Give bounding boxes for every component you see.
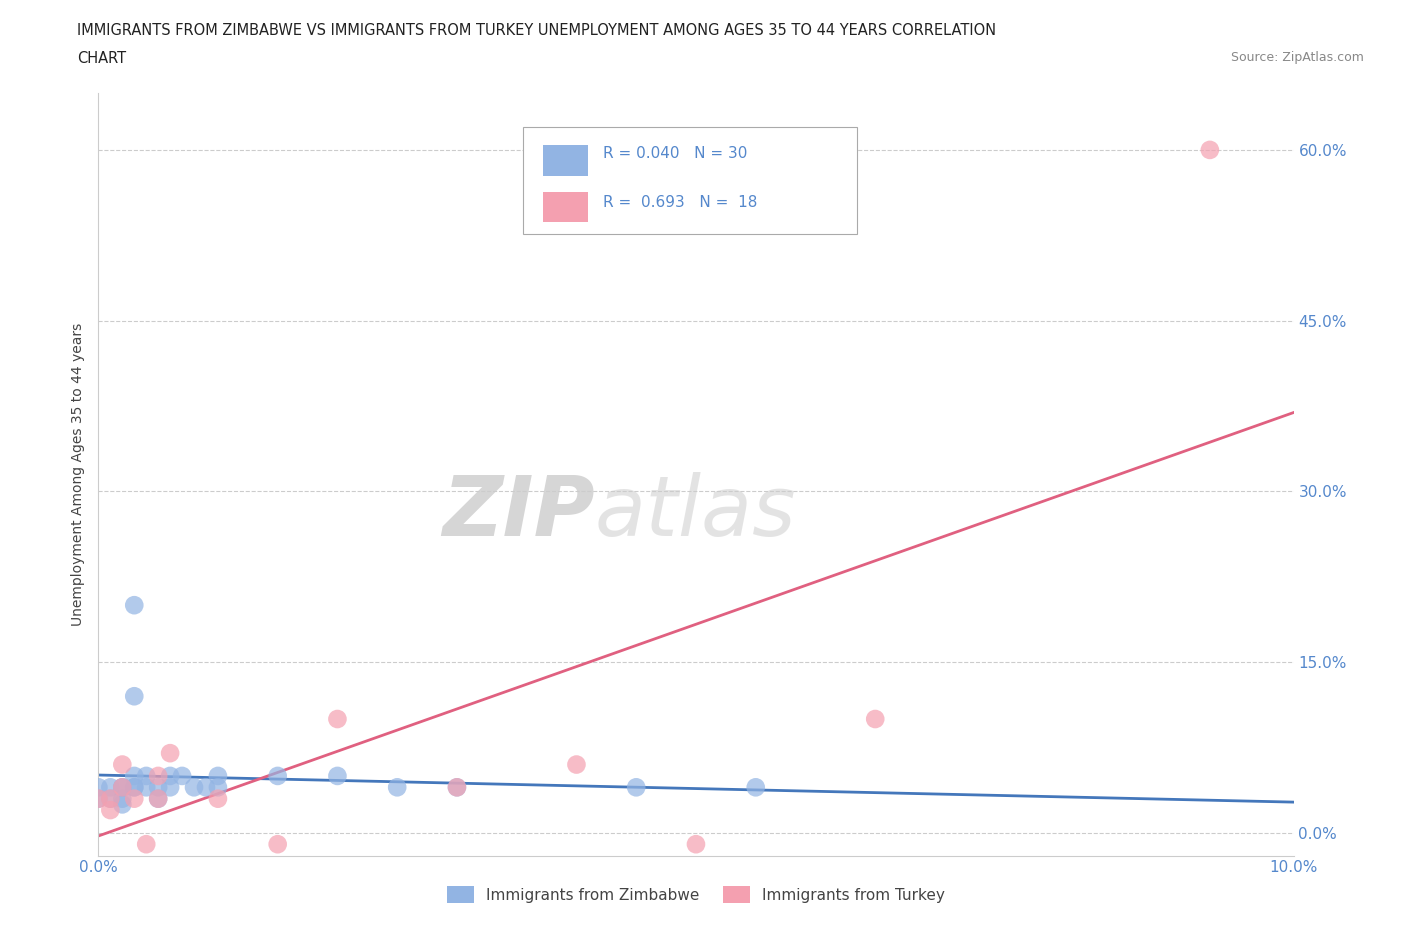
Point	[148, 791, 170, 806]
Point	[385, 780, 409, 795]
Point	[326, 768, 349, 783]
Text: IMMIGRANTS FROM ZIMBABWE VS IMMIGRANTS FROM TURKEY UNEMPLOYMENT AMONG AGES 35 TO: IMMIGRANTS FROM ZIMBABWE VS IMMIGRANTS F…	[77, 23, 997, 38]
Point	[111, 757, 134, 772]
Point	[87, 791, 110, 806]
Point	[745, 780, 768, 795]
FancyBboxPatch shape	[523, 127, 858, 234]
Point	[446, 780, 468, 795]
Point	[159, 746, 181, 761]
Point	[124, 780, 146, 795]
Point	[148, 791, 170, 806]
Text: Source: ZipAtlas.com: Source: ZipAtlas.com	[1230, 51, 1364, 64]
Point	[446, 780, 468, 795]
Point	[124, 768, 146, 783]
Point	[124, 791, 146, 806]
Point	[124, 689, 146, 704]
Text: R = 0.040   N = 30: R = 0.040 N = 30	[603, 146, 747, 162]
Point	[111, 780, 134, 795]
Point	[1199, 142, 1222, 157]
Point	[183, 780, 205, 795]
FancyBboxPatch shape	[543, 192, 589, 222]
Point	[148, 768, 170, 783]
Point	[98, 803, 122, 817]
Point	[98, 791, 122, 806]
Point	[207, 791, 229, 806]
Point	[326, 711, 349, 726]
Point	[111, 780, 134, 795]
Point	[111, 797, 134, 812]
Point	[267, 837, 290, 852]
Legend: Immigrants from Zimbabwe, Immigrants from Turkey: Immigrants from Zimbabwe, Immigrants fro…	[440, 880, 952, 909]
Point	[159, 768, 181, 783]
Point	[172, 768, 194, 783]
Point	[626, 780, 648, 795]
Y-axis label: Unemployment Among Ages 35 to 44 years: Unemployment Among Ages 35 to 44 years	[72, 323, 86, 626]
FancyBboxPatch shape	[543, 145, 589, 176]
Point	[124, 598, 146, 613]
Text: ZIP: ZIP	[441, 472, 595, 553]
Point	[87, 791, 110, 806]
Point	[159, 780, 181, 795]
Point	[207, 780, 229, 795]
Point	[87, 780, 110, 795]
Point	[98, 791, 122, 806]
Point	[135, 780, 157, 795]
Point	[195, 780, 218, 795]
Point	[98, 780, 122, 795]
Point	[685, 837, 707, 852]
Point	[124, 780, 146, 795]
Point	[565, 757, 588, 772]
Text: R =  0.693   N =  18: R = 0.693 N = 18	[603, 195, 756, 210]
Text: CHART: CHART	[77, 51, 127, 66]
Point	[111, 780, 134, 795]
Point	[111, 791, 134, 806]
Point	[207, 768, 229, 783]
Point	[267, 768, 290, 783]
Point	[148, 780, 170, 795]
Point	[135, 768, 157, 783]
Point	[135, 837, 157, 852]
Point	[865, 711, 887, 726]
Text: atlas: atlas	[595, 472, 796, 553]
